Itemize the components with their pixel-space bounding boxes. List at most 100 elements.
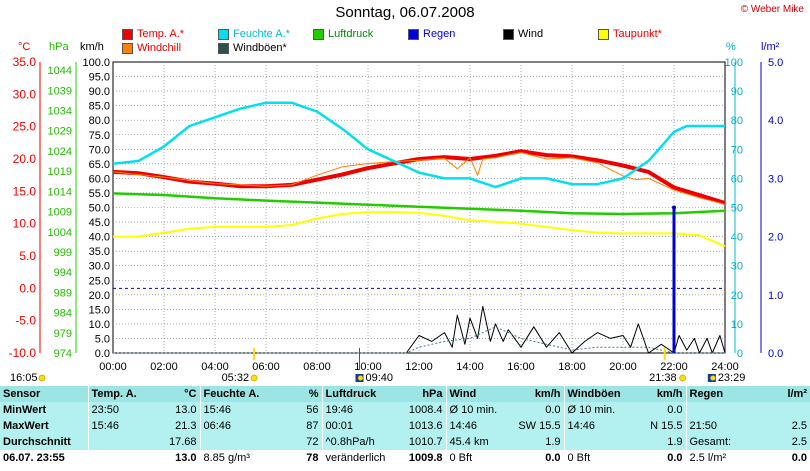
wind-tick-label: 10.0 bbox=[89, 319, 110, 331]
wind-tick-label: 50.0 bbox=[89, 203, 110, 215]
x-tick-label: 02:00 bbox=[150, 361, 178, 373]
pressure-tick-label: 989 bbox=[54, 287, 72, 299]
x-tick-label: 00:00 bbox=[99, 361, 127, 373]
moonset-icon-glyph bbox=[710, 375, 716, 381]
stats-cell: Feuchte A. bbox=[199, 386, 270, 402]
legend-item: Feuchte A.* bbox=[218, 28, 290, 40]
stats-cell bbox=[199, 434, 270, 450]
rain-tick-label: 5.0 bbox=[768, 57, 783, 69]
stats-cell: 0.0 bbox=[667, 404, 683, 416]
stats-cell: 13.0 bbox=[148, 450, 200, 466]
x-tick-label: 22:00 bbox=[660, 361, 688, 373]
stats-cell: 0.0 bbox=[545, 404, 561, 416]
stats-header-row: Sensor Temp. A. °C Feuchte A.% Luftdruck hPa W… bbox=[0, 386, 810, 402]
wind-tick-label: 90.0 bbox=[89, 86, 110, 98]
stats-cell: Windböen bbox=[563, 386, 634, 402]
stats-cell: 23:50 bbox=[87, 402, 148, 418]
wind-tick-label: 25.0 bbox=[89, 275, 110, 287]
series-wind bbox=[113, 305, 726, 354]
x-tick-label: 12:00 bbox=[405, 361, 433, 373]
wind-tick-label: 20.0 bbox=[89, 290, 110, 302]
temp-tick-label: -5.0 bbox=[15, 314, 36, 328]
series-taupunkt bbox=[113, 211, 726, 248]
stats-cell: Regen bbox=[685, 386, 756, 402]
pressure-tick-label: 1039 bbox=[48, 85, 72, 97]
wind-tick-label: 65.0 bbox=[89, 159, 110, 171]
pressure-tick-label: 1014 bbox=[48, 186, 72, 198]
legend-swatch bbox=[598, 28, 609, 40]
wind-tick-label: 55.0 bbox=[89, 188, 110, 200]
stats-cell: °C bbox=[148, 386, 200, 402]
legend-label: Regen bbox=[423, 28, 456, 40]
legend-item: Regen bbox=[408, 28, 455, 40]
sunrise-left-icon bbox=[38, 374, 46, 382]
temp-unit-label: °C bbox=[18, 41, 30, 53]
rain-bar bbox=[672, 207, 676, 353]
humidity-tick-label: 60 bbox=[731, 173, 743, 185]
pressure-tick-label: 1019 bbox=[48, 166, 72, 178]
sunset-time: 21:38 bbox=[649, 372, 677, 384]
pressure-tick-label: 1024 bbox=[48, 146, 72, 158]
wind-tick-label: 85.0 bbox=[89, 101, 110, 113]
stats-cell: 0.0 bbox=[508, 450, 564, 466]
legend-item: Taupunkt* bbox=[598, 28, 662, 40]
wind-tick-label: 45.0 bbox=[89, 217, 110, 229]
stats-cell: 1008.4 bbox=[408, 404, 443, 416]
moonrise-icon-glyph bbox=[358, 375, 363, 381]
stats-cell: 19:46 bbox=[321, 402, 390, 418]
stats-cell: MaxWert bbox=[3, 420, 49, 432]
temp-tick-label: 30.0 bbox=[13, 87, 37, 101]
stats-cell: N 15.5 bbox=[650, 420, 683, 432]
humidity-tick-label: 30 bbox=[731, 261, 743, 273]
x-tick-label: 10:00 bbox=[354, 361, 382, 373]
stats-cell: Temp. A. bbox=[87, 386, 148, 402]
stats-cell: 00:01 bbox=[321, 418, 390, 434]
sunrise-time: 05:32 bbox=[222, 372, 250, 384]
legend-item: Windböen* bbox=[218, 42, 287, 54]
stats-cell: 15:46 bbox=[199, 402, 270, 418]
legend-swatch bbox=[503, 28, 514, 40]
pressure-tick-label: 1004 bbox=[48, 227, 72, 239]
credit-label: © Weber Mike bbox=[740, 4, 804, 15]
stats-cell: 56 bbox=[306, 404, 319, 416]
stats-cell: 0.0 bbox=[634, 450, 686, 466]
sunrise-left-time: 16:05 bbox=[10, 372, 38, 384]
temp-tick-label: 10.0 bbox=[13, 217, 37, 231]
rain-tick-label: 0.0 bbox=[768, 348, 783, 360]
wind-tick-label: 40.0 bbox=[89, 232, 110, 244]
temp-tick-label: 20.0 bbox=[13, 152, 37, 166]
humidity-tick-label: 40 bbox=[731, 232, 743, 244]
stats-cell: Ø 10 min. bbox=[445, 402, 508, 418]
stats-cell: km/h bbox=[634, 386, 686, 402]
humidity-tick-label: 20 bbox=[731, 290, 743, 302]
wind-tick-label: 60.0 bbox=[89, 173, 110, 185]
pressure-tick-label: 984 bbox=[54, 308, 72, 320]
legend-label: Windchill bbox=[137, 42, 182, 54]
stats-cell: 1.9 bbox=[667, 436, 683, 448]
rain-tick-label: 3.0 bbox=[768, 173, 783, 185]
temp-tick-label: 5.0 bbox=[19, 249, 36, 263]
stats-cell: 06.07. 23:55 bbox=[0, 450, 88, 466]
stats-cell: 1.9 bbox=[545, 436, 561, 448]
pressure-tick-label: 1009 bbox=[48, 207, 72, 219]
temp-tick-label: 25.0 bbox=[13, 120, 37, 134]
moonset-time: 23:29 bbox=[718, 372, 746, 384]
stats-cell: MinWert bbox=[3, 404, 47, 416]
stats-cell: 0 Bft bbox=[563, 450, 634, 466]
legend-swatch bbox=[408, 28, 419, 40]
humidity-tick-label: 100 bbox=[725, 57, 743, 69]
legend-swatch bbox=[122, 28, 133, 40]
stats-row: MinWert 23:50 13.0 15:46 56 19:46 1008.4 Ø 10 m… bbox=[0, 402, 810, 418]
stats-cell: 15:46 bbox=[87, 418, 148, 434]
legend-label: Temp. A.* bbox=[137, 28, 185, 40]
stats-cell: 45.4 km bbox=[445, 434, 508, 450]
temp-tick-label: 0.0 bbox=[19, 281, 36, 295]
x-tick-label: 08:00 bbox=[303, 361, 331, 373]
legend-item: Temp. A.* bbox=[122, 28, 184, 40]
x-tick-label: 16:00 bbox=[507, 361, 535, 373]
stats-cell: % bbox=[270, 386, 322, 402]
humidity-unit-label: % bbox=[726, 41, 736, 53]
stats-cell: km/h bbox=[508, 386, 564, 402]
wind-tick-label: 0.0 bbox=[95, 348, 110, 360]
pressure-tick-label: 979 bbox=[54, 328, 72, 340]
